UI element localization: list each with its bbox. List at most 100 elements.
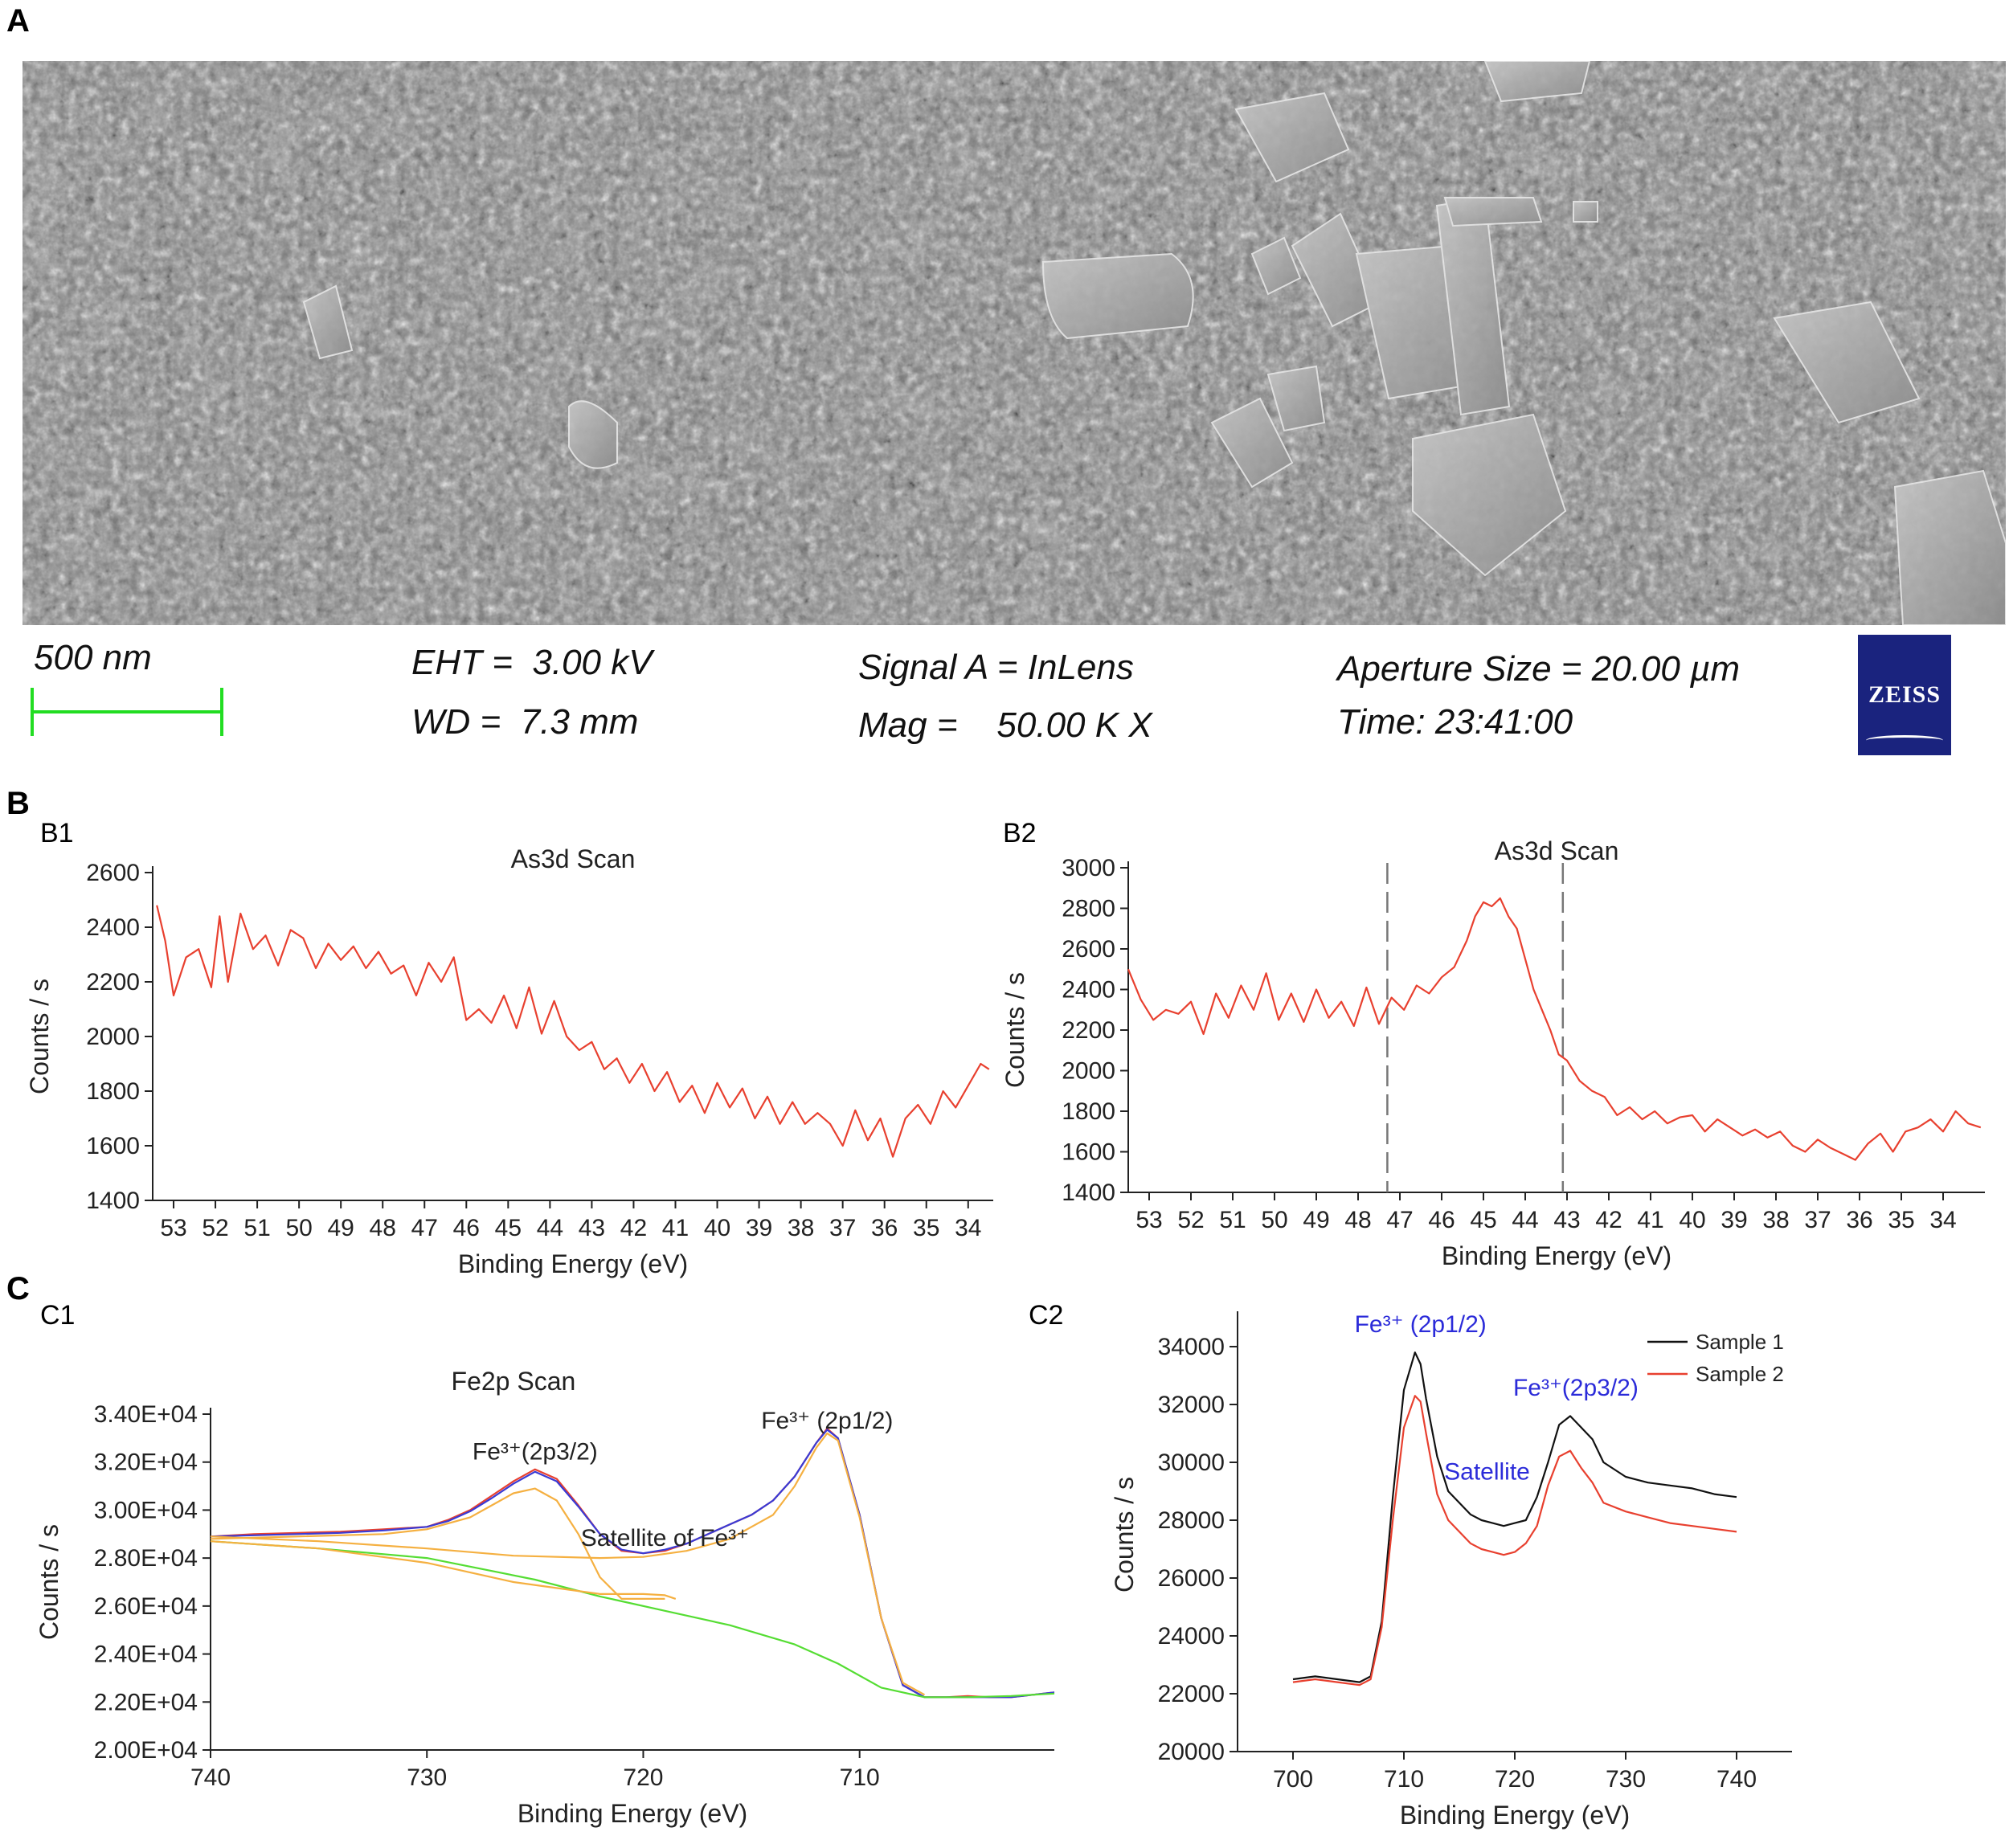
chart-b1-x-tick-label: 42 (620, 1215, 647, 1241)
chart-b2-x-tick-label: 43 (1553, 1207, 1580, 1233)
chart-c1-y-tick-label: 3.40E+04 (94, 1401, 198, 1428)
chart-b2-x-tick-label: 36 (1846, 1207, 1872, 1233)
chart-c2-legend-label: Sample 1 (1696, 1330, 1784, 1354)
chart-c2-y-tick-label: 34000 (1158, 1334, 1225, 1360)
chart-b2-x-tick-label: 52 (1177, 1207, 1204, 1233)
chart-c1-x-axis-label: Binding Energy (eV) (518, 1799, 747, 1828)
scale-bar-label: 500 nm (34, 638, 152, 677)
chart-b1-x-tick-label: 49 (327, 1215, 354, 1241)
chart-c2-legend-label: Sample 2 (1696, 1362, 1784, 1386)
time-value: Time: 23:41:00 (1337, 702, 1573, 742)
chart-c1-y-tick-label: 3.20E+04 (94, 1449, 198, 1476)
chart-b1-x-tick-label: 40 (704, 1215, 730, 1241)
chart-c1-title: Fe2p Scan (452, 1367, 576, 1396)
chart-b1-x-tick-label: 48 (370, 1215, 396, 1241)
chart-b1-x-tick-label: 37 (829, 1215, 856, 1241)
chart-c1-line-envelope (210, 1429, 1055, 1699)
chart-c1-y-tick-label: 2.20E+04 (94, 1689, 198, 1715)
chart-b2-line-series-0 (1127, 897, 1982, 1161)
chart-b2-y-tick-label: 2800 (1062, 896, 1115, 922)
chart-c1-y-tick-label: 2.40E+04 (94, 1642, 198, 1668)
scale-bar (31, 688, 223, 736)
sem-micrograph (23, 61, 2006, 625)
chart-b1-x-tick-label: 47 (411, 1215, 438, 1241)
chart-b2-x-tick-label: 39 (1721, 1207, 1747, 1233)
chart-c1-x-tick-label: 740 (190, 1764, 231, 1791)
chart-b1-x-tick-label: 45 (495, 1215, 522, 1241)
chart-b2-x-tick-label: 45 (1470, 1207, 1496, 1233)
chart-b2-x-tick-label: 51 (1219, 1207, 1246, 1233)
zeiss-logo-text: ZEISS (1868, 681, 1941, 708)
chart-c1-x-tick-label: 710 (840, 1764, 880, 1791)
chart-c1-line-fit-satellite (210, 1540, 677, 1600)
chart-b1-x-tick-label: 39 (746, 1215, 772, 1241)
chart-c2-line-sample-1 (1292, 1351, 1737, 1683)
chart-label-b2: B2 (1003, 818, 1037, 848)
chart-c2-annotation: Fe³⁺(2p3/2) (1513, 1375, 1639, 1401)
chart-c1-line-raw (210, 1427, 1055, 1699)
chart-b2-y-tick-label: 1600 (1062, 1139, 1115, 1166)
panel-label-a: A (6, 3, 30, 39)
chart-c1-y-tick-label: 2.80E+04 (94, 1545, 198, 1572)
chart-c2-x-tick-label: 730 (1606, 1766, 1646, 1793)
chart-b1-y-tick-label: 1400 (86, 1188, 140, 1214)
chart-c2-annotation: Satellite (1444, 1459, 1530, 1486)
chart-b2-title: As3d Scan (1495, 836, 1619, 865)
wd-value: WD = 7.3 mm (411, 702, 639, 742)
chart-b1-y-tick-label: 2400 (86, 914, 140, 941)
aperture-value: Aperture Size = 20.00 µm (1337, 649, 1741, 689)
chart-c2-y-tick-label: 26000 (1158, 1565, 1225, 1592)
chart-c1-line-fit-2p3-2 (210, 1487, 665, 1601)
chart-b1-x-tick-label: 52 (202, 1215, 228, 1241)
chart-b2-y-tick-label: 1800 (1062, 1098, 1115, 1125)
chart-c1-y-tick-label: 2.00E+04 (94, 1737, 198, 1764)
chart-b2-x-tick-label: 48 (1344, 1207, 1371, 1233)
chart-c2-annotation: Fe³⁺ (2p1/2) (1355, 1311, 1487, 1338)
chart-b1-y-tick-label: 1800 (86, 1078, 140, 1105)
chart-b2-y-tick-label: 1400 (1062, 1180, 1115, 1206)
chart-c2-x-tick-label: 700 (1273, 1766, 1313, 1793)
chart-b1-x-tick-label: 50 (285, 1215, 312, 1241)
chart-c1-x-tick-label: 730 (407, 1764, 447, 1791)
zeiss-logo: ZEISS (1858, 635, 1951, 755)
chart-b2-x-tick-label: 44 (1512, 1207, 1538, 1233)
chart-c2-y-tick-label: 28000 (1158, 1507, 1225, 1534)
chart-b1-x-tick-label: 46 (453, 1215, 480, 1241)
chart-b2-x-axis-label: Binding Energy (eV) (1442, 1241, 1671, 1270)
chart-b2-x-tick-label: 40 (1679, 1207, 1705, 1233)
chart-c2-y-tick-label: 24000 (1158, 1623, 1225, 1650)
chart-c1-annotation: Fe³⁺(2p3/2) (473, 1439, 598, 1466)
mag-value: Mag = 50.00 K X (858, 705, 1152, 745)
signal-value: Signal A = InLens (858, 648, 1134, 687)
chart-c2-line-sample-2 (1292, 1395, 1737, 1687)
chart-b1-y-tick-label: 2600 (86, 860, 140, 886)
chart-c2-y-tick-label: 32000 (1158, 1392, 1225, 1418)
chart-b2-x-tick-label: 53 (1135, 1207, 1162, 1233)
chart-c2-y-tick-label: 22000 (1158, 1681, 1225, 1707)
chart-c1-y-tick-label: 3.00E+04 (94, 1497, 198, 1523)
chart-b2-y-tick-label: 2400 (1062, 977, 1115, 1004)
chart-b1-y-tick-label: 2200 (86, 969, 140, 996)
sem-crystals (302, 61, 2006, 625)
chart-b2-x-tick-label: 47 (1386, 1207, 1413, 1233)
chart-c2-x-tick-label: 720 (1495, 1766, 1535, 1793)
panel-label-c: C (6, 1271, 30, 1306)
chart-b2-x-tick-label: 42 (1595, 1207, 1622, 1233)
chart-b2-y-tick-label: 2000 (1062, 1058, 1115, 1085)
chart-b1-x-tick-label: 35 (913, 1215, 939, 1241)
chart-b1-x-tick-label: 43 (579, 1215, 605, 1241)
chart-b2-x-tick-label: 46 (1428, 1207, 1455, 1233)
chart-b1-x-tick-label: 41 (662, 1215, 689, 1241)
panel-label-b: B (6, 786, 30, 821)
chart-b2-y-tick-label: 2600 (1062, 936, 1115, 963)
chart-b2-x-tick-label: 37 (1804, 1207, 1831, 1233)
chart-c1-annotation: Fe³⁺ (2p1/2) (761, 1408, 893, 1434)
chart-b2-y-axis-label: Counts / s (1000, 972, 1029, 1088)
chart-b1-line-series-0 (156, 905, 990, 1158)
chart-label-c1: C1 (40, 1300, 76, 1331)
chart-c2-x-tick-label: 740 (1716, 1766, 1757, 1793)
chart-b2-x-tick-label: 41 (1637, 1207, 1663, 1233)
chart-b1-x-tick-label: 51 (243, 1215, 270, 1241)
chart-c1-x-tick-label: 720 (623, 1764, 663, 1791)
chart-b2-x-tick-label: 34 (1929, 1207, 1956, 1233)
